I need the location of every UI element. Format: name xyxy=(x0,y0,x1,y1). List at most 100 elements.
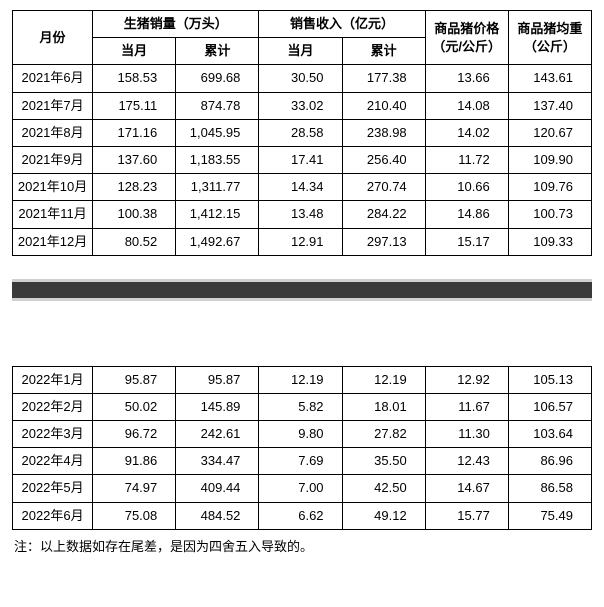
cell-price: 11.72 xyxy=(425,146,508,173)
cell-vol-cumulative: 1,311.77 xyxy=(176,174,259,201)
table-row: 2022年5月74.97409.447.0042.5014.6786.58 xyxy=(13,475,592,502)
cell-rev-cumulative: 284.22 xyxy=(342,201,425,228)
cell-rev-cumulative: 297.13 xyxy=(342,228,425,255)
table-row: 2022年2月50.02145.895.8218.0111.67106.57 xyxy=(13,393,592,420)
cell-month: 2022年1月 xyxy=(13,366,93,393)
cell-month: 2021年6月 xyxy=(13,65,93,92)
cell-rev-current: 14.34 xyxy=(259,174,342,201)
cell-vol-current: 91.86 xyxy=(93,448,176,475)
cell-vol-current: 100.38 xyxy=(93,201,176,228)
table-row: 2022年4月91.86334.477.6935.5012.4386.96 xyxy=(13,448,592,475)
cell-vol-current: 74.97 xyxy=(93,475,176,502)
cell-rev-current: 13.48 xyxy=(259,201,342,228)
cell-vol-current: 158.53 xyxy=(93,65,176,92)
cell-price: 12.43 xyxy=(425,448,508,475)
cell-vol-cumulative: 874.78 xyxy=(176,92,259,119)
cell-rev-current: 28.58 xyxy=(259,119,342,146)
table-row: 2021年9月137.601,183.5517.41256.4011.72109… xyxy=(13,146,592,173)
cell-price: 13.66 xyxy=(425,65,508,92)
spacing-gap xyxy=(12,306,592,366)
table-row: 2022年1月95.8795.8712.1912.1912.92105.13 xyxy=(13,366,592,393)
table-row: 2022年3月96.72242.619.8027.8211.30103.64 xyxy=(13,421,592,448)
cell-vol-current: 137.60 xyxy=(93,146,176,173)
header-sales-revenue: 销售收入（亿元） xyxy=(259,11,425,38)
cell-rev-current: 9.80 xyxy=(259,421,342,448)
cell-rev-current: 30.50 xyxy=(259,65,342,92)
header-avg-weight: 商品猪均重（公斤） xyxy=(508,11,591,65)
cell-rev-cumulative: 49.12 xyxy=(342,502,425,529)
cell-vol-cumulative: 409.44 xyxy=(176,475,259,502)
cell-month: 2022年4月 xyxy=(13,448,93,475)
cell-rev-current: 33.02 xyxy=(259,92,342,119)
cell-rev-cumulative: 27.82 xyxy=(342,421,425,448)
cell-price: 14.02 xyxy=(425,119,508,146)
cell-rev-current: 12.19 xyxy=(259,366,342,393)
cell-vol-cumulative: 484.52 xyxy=(176,502,259,529)
cell-month: 2022年5月 xyxy=(13,475,93,502)
cell-rev-current: 5.82 xyxy=(259,393,342,420)
cell-price: 14.67 xyxy=(425,475,508,502)
cell-rev-cumulative: 238.98 xyxy=(342,119,425,146)
cell-price: 14.86 xyxy=(425,201,508,228)
cell-vol-current: 95.87 xyxy=(93,366,176,393)
cell-rev-current: 7.69 xyxy=(259,448,342,475)
cell-vol-current: 128.23 xyxy=(93,174,176,201)
cell-month: 2022年2月 xyxy=(13,393,93,420)
table-body-2021: 2021年6月158.53699.6830.50177.3813.66143.6… xyxy=(13,65,592,255)
header-price: 商品猪价格（元/公斤） xyxy=(425,11,508,65)
table-row: 2021年12月80.521,492.6712.91297.1315.17109… xyxy=(13,228,592,255)
cell-month: 2021年10月 xyxy=(13,174,93,201)
sales-table-2021: 月份 生猪销量（万头） 销售收入（亿元） 商品猪价格（元/公斤） 商品猪均重（公… xyxy=(12,10,592,256)
cell-rev-cumulative: 256.40 xyxy=(342,146,425,173)
cell-month: 2021年11月 xyxy=(13,201,93,228)
cell-month: 2021年9月 xyxy=(13,146,93,173)
cell-month: 2022年6月 xyxy=(13,502,93,529)
cell-price: 15.17 xyxy=(425,228,508,255)
header-rev-cumulative: 累计 xyxy=(342,38,425,65)
table-row: 2021年10月128.231,311.7714.34270.7410.6610… xyxy=(13,174,592,201)
cell-vol-current: 96.72 xyxy=(93,421,176,448)
table-row: 2021年11月100.381,412.1513.48284.2214.8610… xyxy=(13,201,592,228)
cell-month: 2021年7月 xyxy=(13,92,93,119)
cell-weight: 103.64 xyxy=(508,421,591,448)
cell-vol-cumulative: 145.89 xyxy=(176,393,259,420)
cell-weight: 109.76 xyxy=(508,174,591,201)
cell-vol-cumulative: 1,492.67 xyxy=(176,228,259,255)
cell-rev-cumulative: 42.50 xyxy=(342,475,425,502)
table-header: 月份 生猪销量（万头） 销售收入（亿元） 商品猪价格（元/公斤） 商品猪均重（公… xyxy=(13,11,592,65)
header-sales-volume: 生猪销量（万头） xyxy=(93,11,259,38)
cell-vol-current: 171.16 xyxy=(93,119,176,146)
cell-vol-cumulative: 1,412.15 xyxy=(176,201,259,228)
cell-vol-current: 50.02 xyxy=(93,393,176,420)
cell-rev-cumulative: 270.74 xyxy=(342,174,425,201)
cell-price: 11.67 xyxy=(425,393,508,420)
cell-month: 2021年12月 xyxy=(13,228,93,255)
cell-rev-current: 12.91 xyxy=(259,228,342,255)
cell-vol-cumulative: 699.68 xyxy=(176,65,259,92)
cell-rev-cumulative: 35.50 xyxy=(342,448,425,475)
cell-rev-cumulative: 12.19 xyxy=(342,366,425,393)
cell-vol-cumulative: 1,183.55 xyxy=(176,146,259,173)
cell-price: 11.30 xyxy=(425,421,508,448)
cell-month: 2021年8月 xyxy=(13,119,93,146)
cell-vol-cumulative: 334.47 xyxy=(176,448,259,475)
header-vol-current: 当月 xyxy=(93,38,176,65)
table-row: 2021年8月171.161,045.9528.58238.9814.02120… xyxy=(13,119,592,146)
cell-vol-current: 80.52 xyxy=(93,228,176,255)
cell-vol-cumulative: 95.87 xyxy=(176,366,259,393)
cell-weight: 137.40 xyxy=(508,92,591,119)
cell-price: 12.92 xyxy=(425,366,508,393)
cell-vol-cumulative: 1,045.95 xyxy=(176,119,259,146)
cell-price: 15.77 xyxy=(425,502,508,529)
cell-weight: 143.61 xyxy=(508,65,591,92)
cell-vol-cumulative: 242.61 xyxy=(176,421,259,448)
table-row: 2021年7月175.11874.7833.02210.4014.08137.4… xyxy=(13,92,592,119)
cell-rev-cumulative: 210.40 xyxy=(342,92,425,119)
table-body-2022: 2022年1月95.8795.8712.1912.1912.92105.1320… xyxy=(13,366,592,529)
cell-month: 2022年3月 xyxy=(13,421,93,448)
cell-weight: 105.13 xyxy=(508,366,591,393)
cell-weight: 86.58 xyxy=(508,475,591,502)
sales-table-2022: 2022年1月95.8795.8712.1912.1912.92105.1320… xyxy=(12,366,592,530)
page-divider xyxy=(12,282,592,298)
cell-price: 14.08 xyxy=(425,92,508,119)
